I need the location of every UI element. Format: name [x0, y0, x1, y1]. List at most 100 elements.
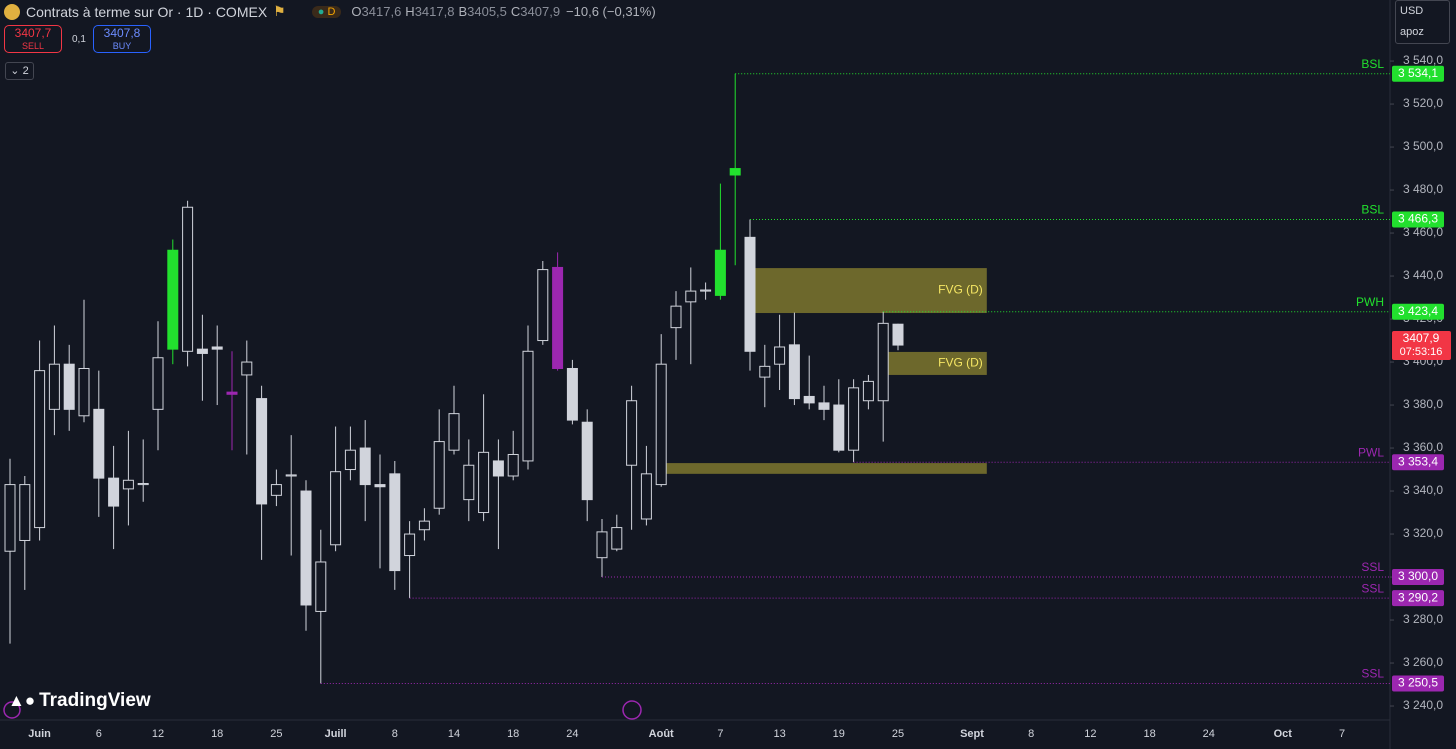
candle-body — [596, 531, 608, 559]
candle-body — [803, 395, 815, 404]
y-tick-label: 3 500,0 — [1403, 139, 1443, 153]
x-tick-label: 18 — [211, 728, 223, 740]
currency-box[interactable]: USD apoz — [1395, 0, 1450, 44]
badge: ● D — [311, 5, 342, 18]
candle-body — [389, 473, 401, 572]
candle-body — [78, 367, 90, 417]
symbol-title[interactable]: Contrats à terme sur Or · 1D · COMEX — [26, 3, 268, 20]
y-tick-label: 3 480,0 — [1403, 182, 1443, 196]
candle-body — [759, 365, 771, 378]
candle-body — [48, 363, 60, 410]
candle-body — [848, 387, 860, 451]
level-price-box — [1392, 211, 1444, 228]
sell-button[interactable]: 3407,7 SELL — [4, 25, 62, 53]
candle-body — [167, 249, 179, 350]
level-price-box — [1392, 303, 1444, 320]
y-tick-label: 3 340,0 — [1403, 483, 1443, 497]
candle-body — [463, 464, 475, 501]
y-tick-label: 3 440,0 — [1403, 268, 1443, 282]
candle-body — [774, 346, 786, 365]
symbol-icon — [4, 3, 20, 20]
ohlc-key: C — [510, 4, 521, 19]
x-tick-label: Juin — [28, 728, 51, 740]
ohlc-value: 3405,5 — [467, 4, 507, 19]
candle-body — [537, 269, 549, 342]
level-price-box — [1392, 675, 1444, 692]
x-tick-label: 18 — [1143, 728, 1155, 740]
candle-body — [137, 483, 149, 486]
candle-body — [685, 290, 697, 303]
ohlc-key: O — [351, 4, 362, 19]
brand-logo: ▲● — [8, 691, 36, 710]
scroll-button[interactable] — [3, 701, 21, 719]
x-tick-label: Juill — [325, 728, 347, 740]
candle-body — [285, 474, 297, 477]
candle-body — [448, 413, 460, 451]
candle-body — [818, 402, 830, 410]
y-tick-label: 3 260,0 — [1403, 655, 1443, 669]
fvg-zone — [883, 351, 987, 375]
level-price: 3 423,4 — [1398, 304, 1438, 318]
level-price: 3 466,3 — [1398, 212, 1438, 226]
candle-body — [122, 479, 134, 490]
candle-body — [241, 361, 253, 376]
buy-button[interactable]: 3407,8 BUY — [93, 25, 151, 53]
candle-body — [478, 451, 490, 514]
candle-body — [640, 473, 652, 520]
fvg-label: FVG (D) — [938, 356, 983, 370]
level-name: SSL — [1361, 581, 1384, 595]
x-tick-label: Août — [649, 728, 674, 740]
candle-body — [374, 484, 386, 488]
y-tick-label: 3 520,0 — [1403, 96, 1443, 110]
candle-body — [892, 323, 904, 346]
level-price: 3 353,4 — [1398, 454, 1438, 468]
x-tick-label: 18 — [507, 728, 519, 740]
sell-label: SELL — [21, 41, 45, 51]
candle-body — [507, 453, 519, 477]
candle-body — [330, 471, 342, 546]
candle-body — [729, 168, 741, 176]
indicator-count: 2 — [22, 65, 29, 77]
ohlc: O3417,6 H3417,8 B3405,5 C3407,9 — [347, 4, 560, 19]
ohlc-key: H — [405, 4, 415, 19]
candle-body — [344, 449, 356, 471]
indicator-toggle[interactable]: ⌄ 2 — [5, 62, 34, 80]
currency: USD — [1400, 5, 1424, 17]
level-name: BSL — [1361, 57, 1384, 71]
x-tick-label: 6 — [96, 728, 102, 740]
candle-body — [788, 344, 800, 400]
buy-label: BUY — [112, 41, 132, 51]
candle-body — [19, 484, 31, 541]
candle-body — [359, 447, 371, 486]
x-tick-label: 8 — [392, 728, 398, 740]
level-price: 3 290,2 — [1398, 590, 1438, 604]
level-price: 3 534,1 — [1398, 66, 1438, 80]
candle-body — [581, 421, 593, 501]
candle-body — [566, 367, 578, 421]
candle-body — [34, 370, 46, 529]
candle-body — [433, 441, 445, 509]
x-tick-label: Oct — [1274, 728, 1293, 740]
candle-body — [211, 346, 223, 350]
x-tick-label: 7 — [1339, 728, 1345, 740]
candle-body — [300, 490, 312, 606]
candle-body — [93, 408, 105, 479]
candle-body — [4, 484, 16, 552]
candle-body — [196, 348, 208, 354]
sell-price: 3407,7 — [14, 26, 52, 40]
change: −10,6 (−0,31%) — [566, 4, 656, 19]
candle-body — [270, 484, 282, 496]
candle-body — [714, 249, 726, 296]
candle-body — [63, 363, 75, 410]
level-price-box — [1392, 65, 1444, 82]
level-name: SSL — [1361, 560, 1384, 574]
candle-body — [700, 289, 712, 292]
x-tick-label: 12 — [152, 728, 164, 740]
countdown: 07:53:16 — [1400, 346, 1443, 358]
goto-button[interactable] — [622, 700, 642, 720]
y-tick-label: 3 360,0 — [1403, 440, 1443, 454]
level-name: SSL — [1361, 667, 1384, 681]
brand-text: TradingView — [39, 690, 151, 711]
